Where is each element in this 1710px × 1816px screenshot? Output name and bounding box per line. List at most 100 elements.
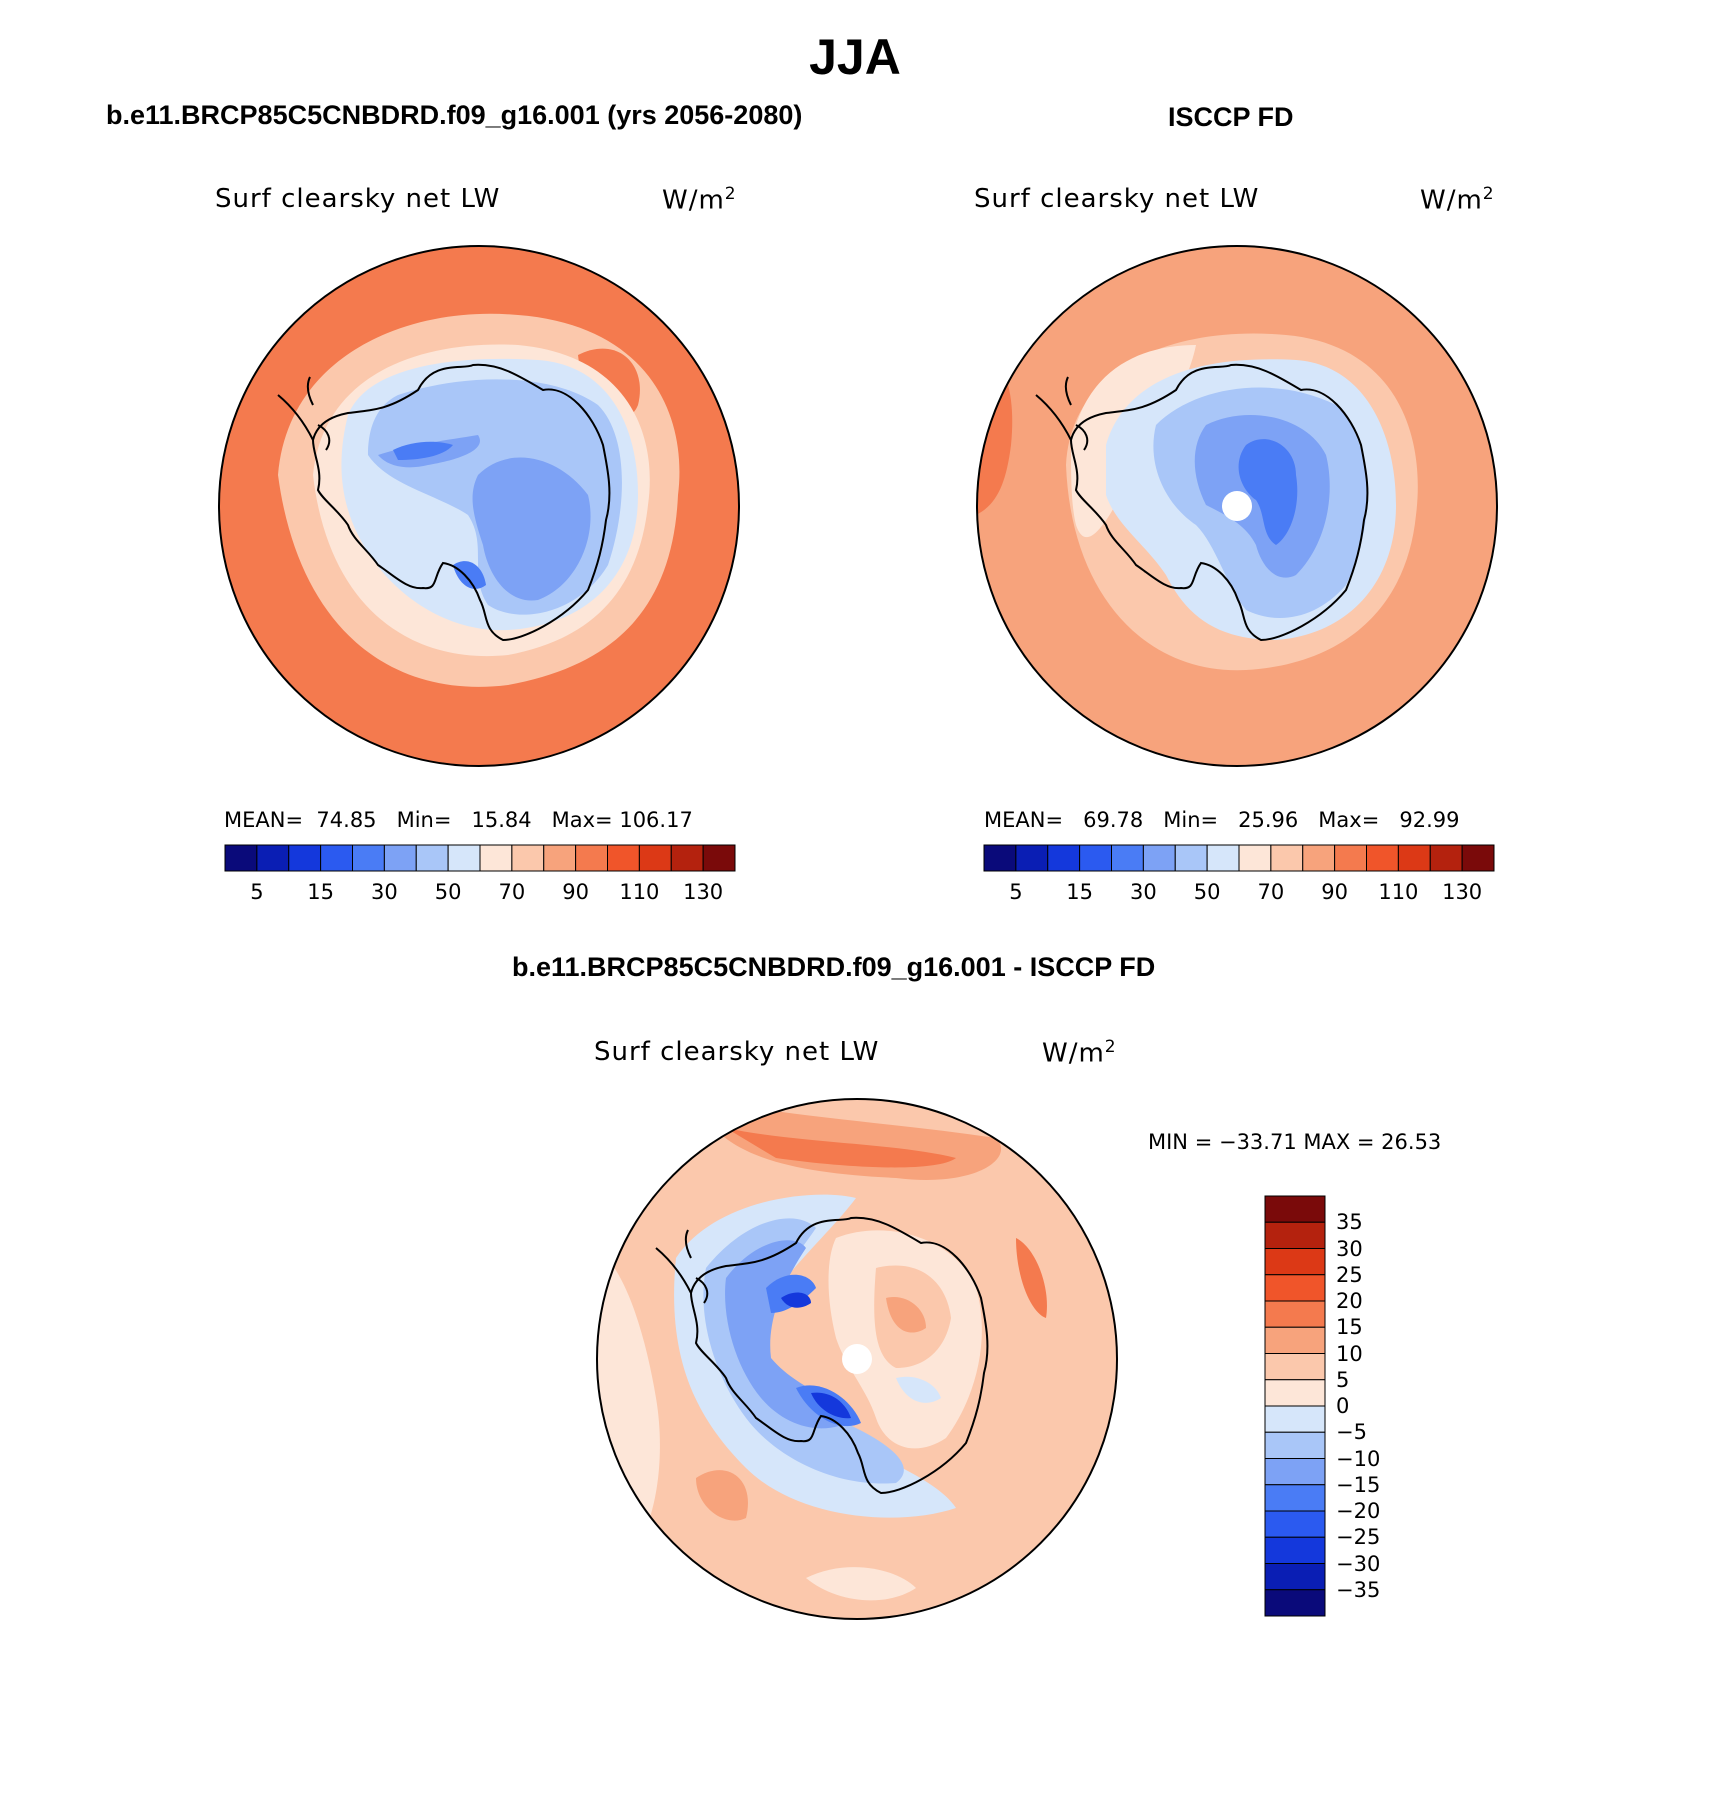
diff-colorbar-tick-label: 30 — [1336, 1236, 1363, 1261]
obs-variable-label: Surf clearsky net LW — [974, 184, 1260, 214]
obs-colorbar-swatch — [1461, 844, 1495, 872]
obs-polar-map — [976, 245, 1498, 767]
obs-colorbar-tick-label: 50 — [1193, 880, 1221, 904]
diff-colorbar-swatch — [1264, 1221, 1326, 1249]
obs-colorbar-labels: 5 15 30 50 70 90 110 130 — [984, 880, 1494, 910]
obs-colorbar-tick-label: 130 — [1442, 880, 1483, 904]
diff-colorbar-tick-label: −5 — [1336, 1420, 1367, 1445]
model-colorbar-tick-label: 15 — [307, 880, 334, 904]
model-colorbar-swatch — [670, 844, 704, 872]
diff-colorbar-swatch — [1264, 1510, 1326, 1538]
obs-colorbar-swatch — [1142, 844, 1176, 872]
obs-colorbar-swatch — [983, 844, 1017, 872]
diff-colorbar-tick-label: −20 — [1336, 1499, 1381, 1523]
diff-colorbar-swatch — [1264, 1458, 1326, 1486]
model-colorbar-tick-label: 70 — [498, 880, 526, 904]
obs-colorbar-tick-label: 5 — [1009, 880, 1023, 904]
diff-minmax: MIN = −33.71 MAX = 26.53 — [1148, 1130, 1442, 1154]
diff-colorbar-tick-label: 5 — [1336, 1367, 1350, 1392]
diff-colorbar-swatch — [1264, 1379, 1326, 1407]
diff-colorbar-tick-label: 15 — [1336, 1315, 1363, 1340]
obs-colorbar-tick-label: 90 — [1321, 880, 1348, 904]
diff-colorbar-tick-label: 35 — [1336, 1210, 1363, 1235]
obs-colorbar-swatch — [1206, 844, 1240, 872]
diff-colorbar-tick-label: 25 — [1336, 1262, 1363, 1287]
model-colorbar-swatch — [575, 844, 608, 872]
diff-colorbar-swatch — [1264, 1563, 1326, 1591]
model-colorbar-tick-label: 50 — [434, 880, 462, 904]
obs-colorbar-swatch — [1079, 844, 1112, 872]
model-colorbar-tick-label: 130 — [683, 880, 724, 904]
model-colorbar-swatch — [415, 844, 449, 872]
obs-colorbar-swatch — [1397, 844, 1431, 872]
model-colorbar-swatch — [256, 844, 290, 872]
obs-colorbar-swatch — [1015, 844, 1049, 872]
diff-colorbar-swatch — [1264, 1353, 1326, 1381]
model-colorbar-swatch — [607, 844, 640, 872]
obs-colorbar-swatch — [1270, 844, 1304, 872]
obs-colorbar-tick-label: 15 — [1066, 880, 1093, 904]
model-colorbar-swatch — [543, 844, 577, 872]
diff-colorbar-tick-label: 0 — [1336, 1394, 1350, 1418]
model-colorbar-swatch — [224, 844, 258, 872]
obs-colorbar-swatch — [1174, 844, 1208, 872]
model-colorbar-swatch — [702, 844, 736, 872]
diff-colorbar-labels: 35 30 25 20 15 10 5 0 −5 −10 −15 −20 −25 −30 −35 — [1336, 1196, 1416, 1616]
obs-colorbar-swatch — [1302, 844, 1336, 872]
diff-colorbar-tick-label: 10 — [1336, 1341, 1363, 1366]
page-title: JJA — [809, 29, 901, 85]
diff-variable-label: Surf clearsky net LW — [594, 1037, 880, 1067]
obs-units-label: W/m2 — [1420, 184, 1495, 216]
model-colorbar-swatch — [511, 844, 545, 872]
diff-colorbar-swatch — [1264, 1536, 1326, 1564]
diff-units-label: W/m2 — [1042, 1037, 1117, 1069]
diff-colorbar-swatch — [1264, 1326, 1326, 1354]
obs-colorbar-swatch — [1334, 844, 1367, 872]
diff-colorbar-swatch — [1264, 1274, 1326, 1302]
model-colorbar-swatch — [320, 844, 353, 872]
obs-colorbar-tick-label: 110 — [1378, 880, 1419, 904]
obs-colorbar-swatch — [1111, 844, 1144, 872]
model-colorbar-labels: 5 15 30 50 70 90 110 130 — [225, 880, 735, 910]
diff-panel-heading: b.e11.BRCP85C5CNBDRD.f09_g16.001 - ISCCP… — [512, 952, 1156, 982]
model-variable-label: Surf clearsky net LW — [215, 184, 501, 214]
obs-panel-heading: ISCCP FD — [1168, 102, 1294, 132]
model-colorbar-swatch — [288, 844, 322, 872]
model-colorbar-swatch — [352, 844, 385, 872]
obs-colorbar-swatch — [1429, 844, 1463, 872]
model-colorbar-swatch — [638, 844, 672, 872]
model-polar-map — [218, 245, 740, 767]
diff-colorbar-tick-label: −10 — [1336, 1446, 1381, 1471]
model-colorbar-tick-label: 90 — [562, 880, 589, 904]
obs-colorbar-swatch — [1366, 844, 1399, 872]
model-colorbar-swatch — [447, 844, 481, 872]
obs-colorbar-tick-label: 30 — [1130, 880, 1157, 904]
obs-stats: MEAN= 69.78 Min= 25.96 Max= 92.99 — [984, 808, 1460, 832]
diff-colorbar-swatch — [1264, 1195, 1326, 1223]
model-colorbar-tick-label: 5 — [250, 880, 264, 904]
obs-colorbar-swatch — [1238, 844, 1272, 872]
obs-colorbar — [983, 844, 1495, 872]
diff-colorbar-tick-label: −15 — [1336, 1472, 1381, 1497]
diff-polar-map — [596, 1098, 1118, 1620]
model-colorbar — [224, 844, 736, 872]
obs-colorbar-tick-label: 70 — [1257, 880, 1285, 904]
model-colorbar-swatch — [383, 844, 417, 872]
diff-colorbar-tick-label: −35 — [1336, 1577, 1381, 1602]
model-colorbar-swatch — [479, 844, 513, 872]
diff-colorbar-swatch — [1264, 1484, 1326, 1512]
model-colorbar-tick-label: 110 — [619, 880, 660, 904]
diff-colorbar-tick-label: 20 — [1336, 1289, 1363, 1313]
model-stats: MEAN= 74.85 Min= 15.84 Max= 106.17 — [224, 808, 693, 832]
diff-colorbar-tick-label: −25 — [1336, 1525, 1381, 1550]
diff-colorbar-swatch — [1264, 1589, 1326, 1617]
diff-colorbar — [1264, 1195, 1326, 1617]
model-units-label: W/m2 — [662, 184, 737, 216]
diff-colorbar-swatch — [1264, 1248, 1326, 1276]
diff-colorbar-swatch — [1264, 1300, 1326, 1328]
obs-colorbar-swatch — [1047, 844, 1081, 872]
diff-colorbar-swatch — [1264, 1405, 1326, 1433]
model-panel-heading: b.e11.BRCP85C5CNBDRD.f09_g16.001 (yrs 20… — [106, 100, 803, 130]
diff-colorbar-tick-label: −30 — [1336, 1551, 1381, 1576]
model-colorbar-tick-label: 30 — [371, 880, 398, 904]
